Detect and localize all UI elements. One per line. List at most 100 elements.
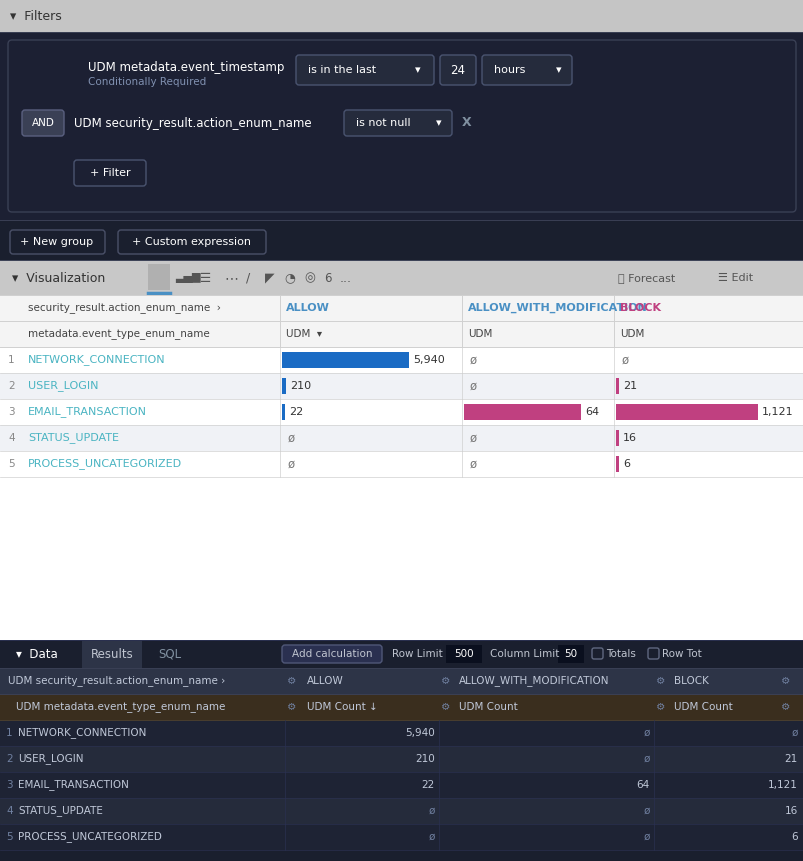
FancyBboxPatch shape: [439, 55, 475, 85]
Bar: [0, 321, 803, 347]
Bar: [0, 668, 803, 694]
Text: ø: ø: [470, 457, 476, 470]
Text: ▾  Data: ▾ Data: [16, 647, 58, 660]
Text: BLOCK: BLOCK: [619, 303, 660, 313]
Bar: [0, 347, 803, 373]
Text: UDM Count: UDM Count: [459, 702, 517, 712]
Bar: [463, 404, 581, 420]
Text: UDM  ▾: UDM ▾: [286, 329, 322, 339]
Text: STATUS_UPDATE: STATUS_UPDATE: [28, 432, 119, 443]
Text: 1: 1: [6, 728, 13, 738]
Text: ▃▅▇: ▃▅▇: [175, 273, 200, 283]
Text: ø: ø: [470, 380, 476, 393]
Text: 3: 3: [8, 407, 14, 417]
Text: ALLOW: ALLOW: [307, 676, 344, 686]
Bar: [0, 0, 803, 32]
FancyBboxPatch shape: [10, 230, 105, 254]
Text: 16: 16: [784, 806, 797, 816]
Text: + Custom expression: + Custom expression: [132, 237, 251, 247]
Bar: [0, 720, 803, 746]
Text: Row Tot: Row Tot: [661, 649, 701, 659]
Text: NETWORK_CONNECTION: NETWORK_CONNECTION: [18, 728, 146, 739]
Text: ✨ Forecast: ✨ Forecast: [618, 273, 675, 283]
Bar: [0, 260, 803, 295]
FancyBboxPatch shape: [22, 110, 64, 136]
Text: BLOCK: BLOCK: [673, 676, 708, 686]
Text: Conditionally Required: Conditionally Required: [88, 77, 206, 87]
Bar: [0, 694, 803, 720]
Text: ◎: ◎: [304, 271, 315, 284]
Text: 6: 6: [622, 459, 630, 469]
Text: Results: Results: [91, 647, 133, 660]
Text: 5: 5: [6, 832, 13, 842]
Bar: [0, 798, 803, 824]
Text: 5: 5: [8, 459, 14, 469]
Text: ⋯: ⋯: [224, 271, 238, 285]
Bar: [0, 772, 803, 798]
FancyBboxPatch shape: [118, 230, 266, 254]
Text: ▾: ▾: [435, 118, 441, 128]
Text: UDM: UDM: [467, 329, 491, 339]
Text: ☰ Edit: ☰ Edit: [717, 273, 752, 283]
Bar: [615, 378, 618, 394]
Text: + Filter: + Filter: [90, 168, 130, 178]
Text: ▾  Visualization: ▾ Visualization: [12, 271, 105, 284]
Text: ▾: ▾: [556, 65, 561, 75]
Text: UDM Count ↓: UDM Count ↓: [307, 702, 377, 712]
Text: metadata.event_type_enum_name: metadata.event_type_enum_name: [28, 329, 210, 339]
Text: ⚙: ⚙: [655, 676, 664, 686]
Text: ø: ø: [287, 457, 295, 470]
Text: ⚙: ⚙: [287, 676, 296, 686]
Text: 64: 64: [636, 780, 649, 790]
Text: hours: hours: [493, 65, 524, 75]
Bar: [0, 425, 803, 451]
FancyBboxPatch shape: [74, 160, 146, 186]
Text: UDM Count: UDM Count: [673, 702, 732, 712]
Text: 2: 2: [6, 754, 13, 764]
Bar: [0, 746, 803, 772]
Text: USER_LOGIN: USER_LOGIN: [28, 381, 99, 392]
Bar: [615, 456, 618, 472]
Text: ALLOW_WITH_MODIFICATION: ALLOW_WITH_MODIFICATION: [459, 676, 609, 686]
Text: ⚙: ⚙: [441, 702, 450, 712]
Text: 22: 22: [422, 780, 434, 790]
Text: ø: ø: [643, 728, 649, 738]
Text: ø: ø: [643, 832, 649, 842]
Text: security_result.action_enum_name  ›: security_result.action_enum_name ›: [28, 302, 221, 313]
Text: 6: 6: [790, 832, 797, 842]
Bar: [0, 640, 70, 668]
Text: UDM metadata.event_timestamp: UDM metadata.event_timestamp: [88, 61, 284, 75]
Bar: [0, 295, 803, 321]
Text: PROCESS_UNCATEGORIZED: PROCESS_UNCATEGORIZED: [28, 459, 182, 469]
Text: 24: 24: [450, 64, 465, 77]
Text: 21: 21: [622, 381, 636, 391]
Bar: [0, 640, 803, 668]
Text: 21: 21: [784, 754, 797, 764]
Text: ø: ø: [428, 806, 434, 816]
Text: ⚙: ⚙: [780, 676, 789, 686]
Bar: [0, 373, 803, 399]
Text: + New group: + New group: [20, 237, 93, 247]
Bar: [0, 399, 803, 425]
Text: UDM security_result.action_enum_name ›: UDM security_result.action_enum_name ›: [8, 676, 225, 686]
Text: is in the last: is in the last: [308, 65, 376, 75]
Text: Row Limit: Row Limit: [392, 649, 442, 659]
Bar: [0, 220, 803, 260]
Bar: [282, 404, 284, 420]
Bar: [0, 32, 803, 220]
Text: 4: 4: [6, 806, 13, 816]
Text: 5,940: 5,940: [405, 728, 434, 738]
FancyBboxPatch shape: [647, 648, 658, 659]
Text: ⚙: ⚙: [441, 676, 450, 686]
Text: 5,940: 5,940: [413, 355, 444, 365]
Text: 210: 210: [290, 381, 311, 391]
Text: 1: 1: [8, 355, 14, 365]
Text: ⚙: ⚙: [655, 702, 664, 712]
Text: UDM metadata.event_type_enum_name: UDM metadata.event_type_enum_name: [16, 702, 225, 712]
FancyBboxPatch shape: [344, 110, 451, 136]
Text: /: /: [246, 271, 250, 284]
Text: UDM security_result.action_enum_name: UDM security_result.action_enum_name: [74, 116, 312, 129]
Text: ◤: ◤: [265, 271, 275, 284]
Text: EMAIL_TRANSACTION: EMAIL_TRANSACTION: [28, 406, 147, 418]
Text: 50: 50: [564, 649, 577, 659]
